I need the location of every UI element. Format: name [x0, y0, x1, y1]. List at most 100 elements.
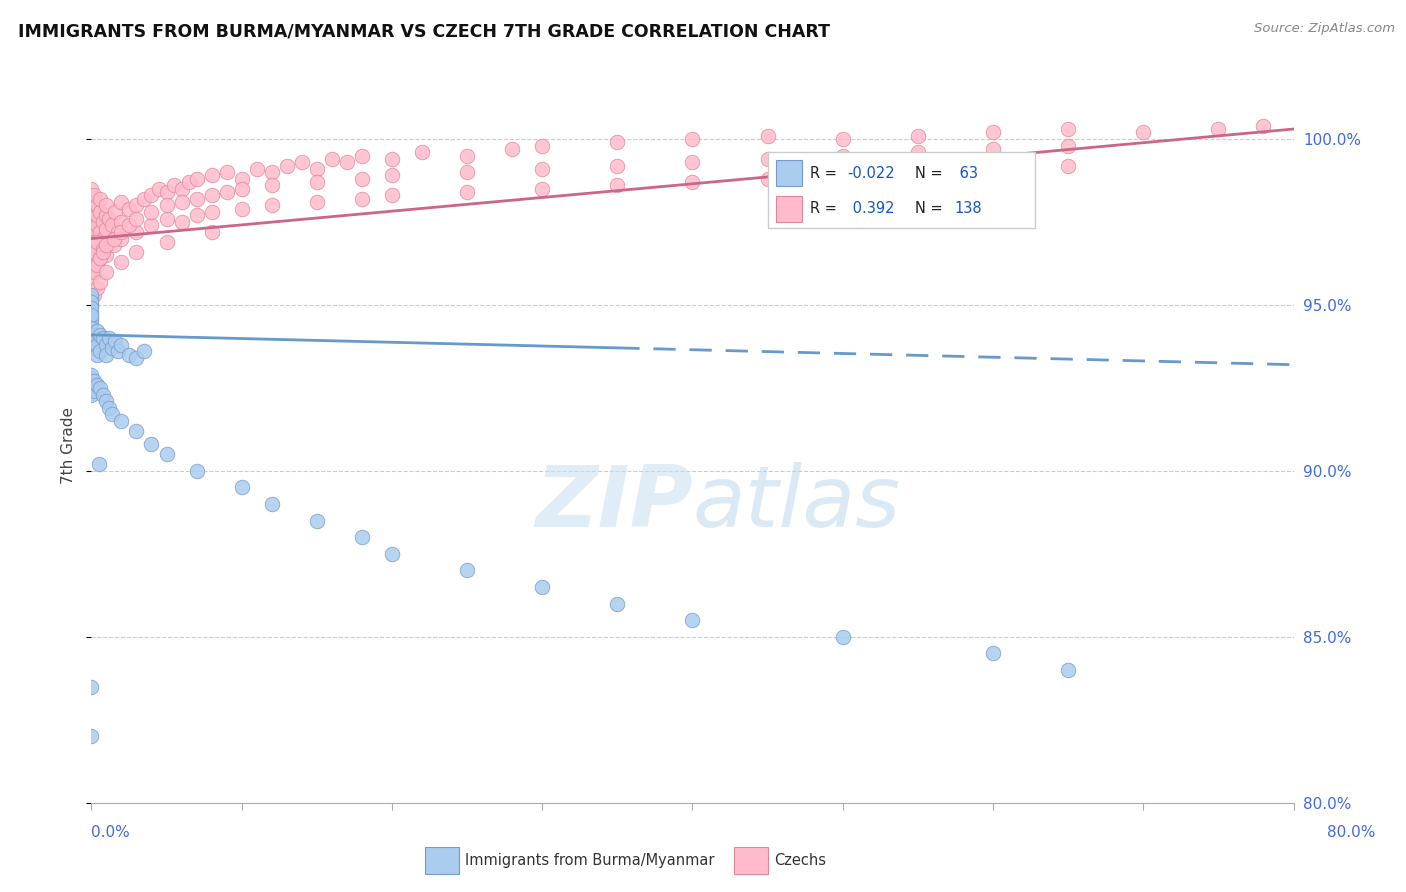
Point [89, 225, 111, 239]
Point [80, 377, 103, 392]
Y-axis label: 7th Grade: 7th Grade [60, 408, 76, 484]
Point [89, 381, 111, 395]
Point [89, 205, 111, 219]
Point [103, 231, 125, 245]
Point [831, 132, 853, 146]
Point [80, 298, 103, 312]
Point [96, 265, 118, 279]
Point [531, 580, 554, 594]
Bar [776, 160, 803, 186]
Text: Czechs: Czechs [775, 854, 827, 868]
Point [981, 161, 1004, 176]
Point [96, 198, 118, 212]
Point [89, 252, 111, 266]
Point [381, 152, 404, 166]
Point [80, 381, 103, 395]
Point [93, 215, 115, 229]
Point [305, 161, 328, 176]
Point [350, 530, 373, 544]
Point [89, 327, 111, 342]
Point [80, 321, 103, 335]
Point [104, 205, 127, 219]
Point [305, 175, 328, 189]
Point [80, 211, 103, 226]
Point [110, 338, 132, 352]
Point [215, 165, 238, 179]
Point [141, 188, 163, 202]
Point [141, 205, 163, 219]
Point [148, 182, 170, 196]
Point [170, 195, 193, 210]
Point [231, 202, 253, 216]
Point [381, 169, 404, 183]
Point [96, 208, 118, 222]
Point [86, 281, 108, 295]
Point [907, 128, 929, 143]
Point [155, 198, 177, 212]
Point [125, 424, 148, 438]
Point [681, 613, 703, 627]
Point [107, 344, 129, 359]
Point [907, 145, 929, 160]
Point [186, 192, 208, 206]
Point [83, 384, 105, 399]
Point [80, 730, 103, 744]
Point [103, 238, 125, 252]
Point [80, 301, 103, 316]
Point [531, 138, 554, 153]
Point [83, 202, 105, 216]
Point [305, 195, 328, 210]
Point [89, 344, 111, 359]
Point [260, 497, 283, 511]
Point [83, 331, 105, 345]
Point [110, 414, 132, 428]
Point [80, 205, 103, 219]
Point [350, 192, 373, 206]
Point [80, 221, 103, 235]
Point [80, 231, 103, 245]
Point [83, 265, 105, 279]
Point [80, 258, 103, 272]
Point [86, 242, 108, 256]
Point [80, 271, 103, 285]
Point [96, 338, 118, 352]
Point [80, 238, 103, 252]
Point [80, 182, 103, 196]
Point [86, 348, 108, 362]
Point [381, 547, 404, 561]
Point [118, 348, 141, 362]
Point [141, 437, 163, 451]
Point [186, 208, 208, 222]
Point [831, 148, 853, 162]
Point [231, 182, 253, 196]
Text: R =: R = [810, 201, 842, 216]
Point [201, 225, 224, 239]
Point [86, 235, 108, 249]
Point [83, 244, 105, 259]
Point [501, 142, 523, 156]
Point [350, 171, 373, 186]
Point [260, 165, 283, 179]
Point [96, 238, 118, 252]
Point [83, 188, 105, 202]
Bar [776, 195, 803, 222]
Point [1208, 122, 1230, 136]
Point [170, 215, 193, 229]
Point [110, 215, 132, 229]
Point [86, 198, 108, 212]
Point [305, 514, 328, 528]
Point [80, 298, 103, 312]
Point [291, 155, 314, 169]
Point [98, 401, 121, 415]
Point [681, 175, 703, 189]
Point [80, 308, 103, 322]
Text: Source: ZipAtlas.com: Source: ZipAtlas.com [1254, 22, 1395, 36]
Text: 80.0%: 80.0% [1327, 825, 1375, 840]
Point [80, 291, 103, 305]
Point [201, 169, 224, 183]
Point [336, 155, 359, 169]
Point [456, 148, 478, 162]
Point [110, 195, 132, 210]
Point [118, 202, 141, 216]
Point [231, 481, 253, 495]
